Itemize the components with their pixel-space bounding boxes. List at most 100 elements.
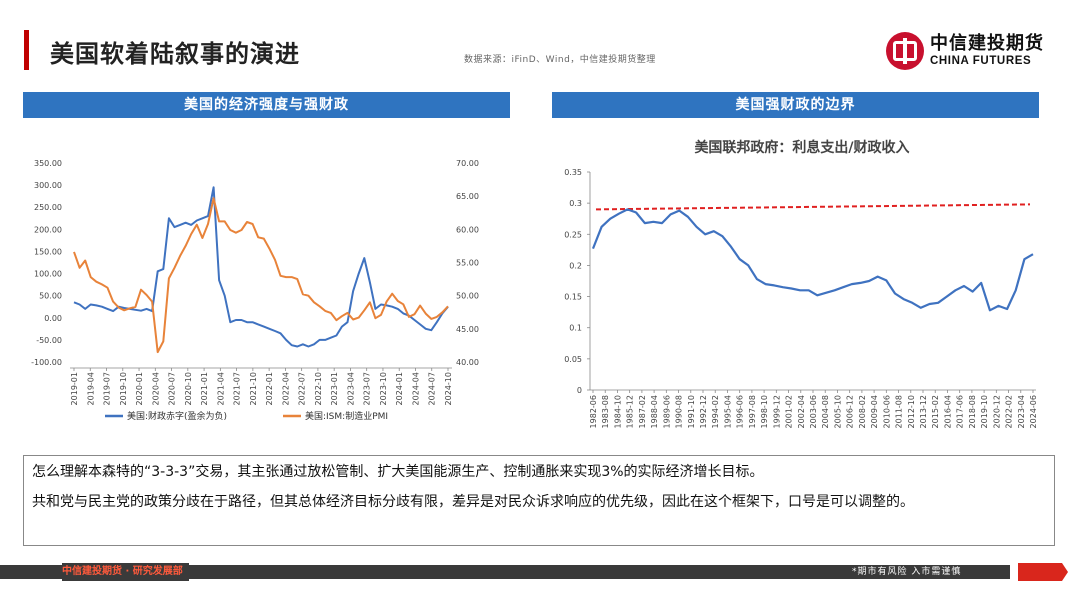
y-tick-label: 0.2 bbox=[569, 261, 582, 270]
x-tick-label: 2001-02 bbox=[785, 395, 794, 428]
y-right-tick-label: 50.00 bbox=[456, 292, 479, 301]
y-left-tick-label: -100.00 bbox=[31, 358, 62, 367]
x-tick-label: 2019-10 bbox=[119, 372, 128, 405]
x-tick-label: 2021-04 bbox=[216, 372, 225, 405]
x-tick-label: 2020-07 bbox=[168, 372, 177, 405]
y-left-tick-label: 300.00 bbox=[34, 181, 62, 190]
x-tick-label: 2024-04 bbox=[411, 372, 420, 405]
legend-label-2: 美国:ISM:制造业PMI bbox=[305, 410, 388, 422]
x-tick-label: 2023-07 bbox=[363, 372, 372, 405]
x-tick-label: 2009-04 bbox=[870, 395, 879, 428]
x-tick-label: 1995-04 bbox=[723, 395, 732, 428]
x-tick-label: 2018-08 bbox=[968, 395, 977, 428]
x-tick-label: 2021-10 bbox=[249, 372, 258, 405]
x-tick-label: 2021-07 bbox=[233, 372, 242, 405]
x-tick-label: 2019-07 bbox=[103, 372, 112, 405]
y-left-tick-label: 350.00 bbox=[34, 159, 62, 168]
x-tick-label: 1985-12 bbox=[626, 395, 635, 428]
x-tick-label: 2013-12 bbox=[919, 395, 928, 428]
x-tick-label: 2010-06 bbox=[882, 395, 891, 428]
logo-mark-icon bbox=[886, 32, 924, 70]
x-tick-label: 2022-04 bbox=[281, 372, 290, 405]
footer-risk-note: *期市有风险 入市需谨慎 bbox=[852, 567, 962, 577]
x-tick-label: 2005-10 bbox=[833, 395, 842, 428]
y-left-tick-label: 0.00 bbox=[44, 314, 62, 323]
x-tick-label: 2006-12 bbox=[846, 395, 855, 428]
x-tick-label: 1999-12 bbox=[772, 395, 781, 428]
series-line-2 bbox=[73, 197, 449, 354]
x-tick-label: 1997-08 bbox=[748, 395, 757, 428]
x-tick-label: 2016-04 bbox=[943, 395, 952, 428]
x-tick-label: 1991-10 bbox=[687, 395, 696, 428]
x-tick-label: 1987-02 bbox=[638, 395, 647, 428]
chart-title: 美国联邦政府：利息支出/财政收入 bbox=[694, 139, 909, 156]
x-tick-label: 1989-06 bbox=[662, 395, 671, 428]
x-tick-label: 2024-10 bbox=[444, 372, 453, 405]
x-tick-label: 2023-04 bbox=[1017, 395, 1026, 428]
x-tick-label: 2003-06 bbox=[809, 395, 818, 428]
footer-bar bbox=[0, 565, 1010, 579]
y-tick-label: 0.15 bbox=[564, 293, 582, 302]
x-tick-label: 1994-02 bbox=[711, 395, 720, 428]
x-tick-label: 2019-04 bbox=[86, 372, 95, 405]
y-tick-label: 0.25 bbox=[564, 230, 582, 239]
x-tick-label: 2020-12 bbox=[992, 395, 1001, 428]
x-tick-label: 1992-12 bbox=[699, 395, 708, 428]
x-tick-label: 2015-02 bbox=[931, 395, 940, 428]
y-left-tick-label: 250.00 bbox=[34, 203, 62, 212]
commentary-paragraph-1: 怎么理解本森特的“3-3-3”交易，其主张通过放松管制、扩大美国能源生产、控制通… bbox=[32, 464, 764, 480]
commentary-paragraph-2: 共和党与民主党的政策分歧在于路径，但其总体经济目标分歧有限，差异是对民众诉求响应… bbox=[32, 494, 914, 510]
x-tick-label: 2017-06 bbox=[956, 395, 965, 428]
logo-chinese-name: 中信建投期货 bbox=[930, 32, 1044, 54]
left-panel-title: 美国的经济强度与强财政 bbox=[23, 92, 510, 118]
x-tick-label: 1990-08 bbox=[675, 395, 684, 428]
x-tick-label: 2024-01 bbox=[395, 372, 404, 405]
x-tick-label: 2008-02 bbox=[858, 395, 867, 428]
x-tick-label: 2023-10 bbox=[379, 372, 388, 405]
x-tick-label: 2023-01 bbox=[330, 372, 339, 405]
legend-label-1: 美国:财政赤字(盈余为负) bbox=[127, 410, 227, 422]
y-right-tick-label: 65.00 bbox=[456, 192, 479, 201]
y-right-tick-label: 45.00 bbox=[456, 325, 479, 334]
page-title: 美国软着陆叙事的演进 bbox=[50, 39, 300, 68]
x-tick-label: 2021-01 bbox=[200, 372, 209, 405]
company-logo: 中信建投期货 CHINA FUTURES bbox=[886, 32, 1044, 70]
series-line-1 bbox=[591, 208, 1034, 312]
y-right-tick-label: 60.00 bbox=[456, 225, 479, 234]
x-tick-label: 1984-10 bbox=[613, 395, 622, 428]
reference-dashed-line bbox=[595, 203, 1031, 211]
x-tick-label: 2020-04 bbox=[151, 372, 160, 405]
x-tick-label: 2020-01 bbox=[135, 372, 144, 405]
y-right-tick-label: 70.00 bbox=[456, 159, 479, 168]
x-tick-label: 1982-06 bbox=[589, 395, 598, 428]
title-accent-bar bbox=[24, 30, 29, 70]
x-tick-label: 2024-07 bbox=[428, 372, 437, 405]
x-tick-label: 1988-04 bbox=[650, 395, 659, 428]
x-tick-label: 1983-08 bbox=[601, 395, 610, 428]
x-tick-label: 1998-10 bbox=[760, 395, 769, 428]
x-tick-label: 2022-07 bbox=[298, 372, 307, 405]
x-tick-label: 2004-08 bbox=[821, 395, 830, 428]
right-panel-title: 美国强财政的边界 bbox=[552, 92, 1039, 118]
x-tick-label: 2023-04 bbox=[346, 372, 355, 405]
y-tick-label: 0.05 bbox=[564, 355, 582, 364]
footer-arrow-icon bbox=[1018, 563, 1068, 581]
logo-english-name: CHINA FUTURES bbox=[930, 54, 1032, 67]
x-tick-label: 1996-06 bbox=[736, 395, 745, 428]
y-left-tick-label: 150.00 bbox=[34, 247, 62, 256]
data-source-note: 数据来源：iFinD、Wind，中信建投期货整理 bbox=[464, 55, 656, 65]
x-tick-label: 2019-10 bbox=[980, 395, 989, 428]
y-right-tick-label: 55.00 bbox=[456, 259, 479, 268]
commentary-box: 怎么理解本森特的“3-3-3”交易，其主张通过放松管制、扩大美国能源生产、控制通… bbox=[23, 455, 1055, 546]
x-tick-label: 2020-10 bbox=[184, 372, 193, 405]
x-tick-label: 2022-01 bbox=[265, 372, 274, 405]
x-tick-label: 2022-10 bbox=[314, 372, 323, 405]
x-tick-label: 2019-01 bbox=[70, 372, 79, 405]
y-left-tick-label: 200.00 bbox=[34, 225, 62, 234]
y-right-tick-label: 40.00 bbox=[456, 358, 479, 367]
x-tick-label: 2011-08 bbox=[895, 395, 904, 428]
y-left-tick-label: 100.00 bbox=[34, 270, 62, 279]
y-tick-label: 0.35 bbox=[564, 168, 582, 177]
